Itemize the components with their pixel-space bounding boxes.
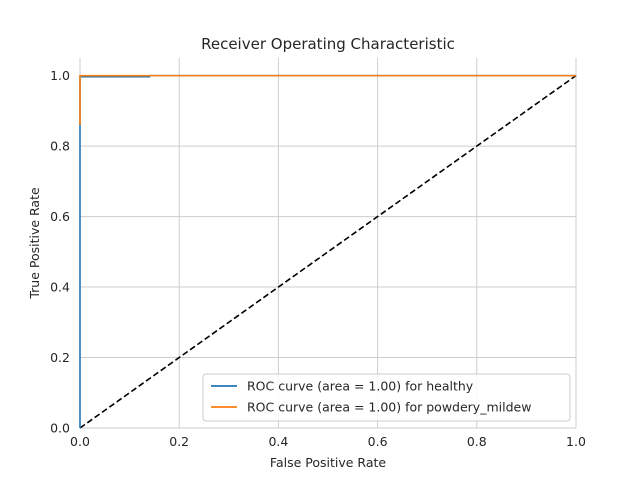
- y-axis-label: True Positive Rate: [27, 187, 42, 300]
- series-lines: [79, 74, 577, 429]
- y-tick-label: 0.2: [50, 350, 70, 365]
- y-tick-label: 0.6: [50, 209, 70, 224]
- y-tick-label: 1.0: [50, 68, 70, 83]
- x-tick-label: 0.6: [368, 434, 388, 449]
- y-tick-label: 0.8: [50, 139, 70, 154]
- plot-area: [80, 58, 576, 428]
- legend-entry-label: ROC curve (area = 1.00) for powdery_mild…: [247, 400, 531, 415]
- y-tick-label: 0.4: [50, 280, 70, 295]
- x-tick-label: 0.4: [268, 434, 288, 449]
- legend: ROC curve (area = 1.00) for healthy ROC c…: [202, 373, 571, 422]
- tick-labels: 0.0 0.2 0.4 0.6 0.8 1.0 0.0 0.2 0.4 0.6 0.8 1.0: [50, 68, 586, 449]
- chart-title: Receiver Operating Characteristic: [201, 35, 455, 53]
- roc-series-line-1: [79, 74, 576, 125]
- legend-box: [202, 373, 571, 422]
- x-tick-label: 0.0: [70, 434, 90, 449]
- x-tick-label: 1.0: [566, 434, 586, 449]
- chance-diagonal-line: [79, 74, 577, 429]
- x-axis-label: False Positive Rate: [270, 455, 386, 470]
- y-tick-label: 0.0: [50, 421, 70, 436]
- x-tick-label: 0.8: [467, 434, 487, 449]
- legend-entry-label: ROC curve (area = 1.00) for healthy: [247, 379, 474, 394]
- x-tick-label: 0.2: [169, 434, 189, 449]
